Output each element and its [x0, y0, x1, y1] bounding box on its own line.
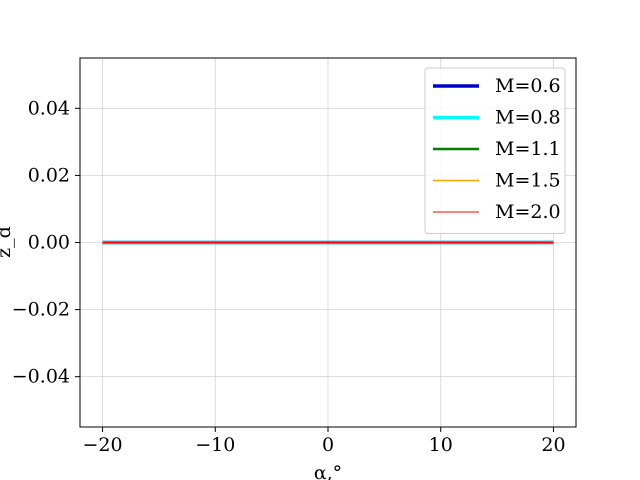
x-tick-label: 0 [322, 434, 334, 456]
y-tick-label: 0.04 [28, 97, 70, 119]
y-axis-label: z_d [0, 226, 15, 258]
y-tick-label: −0.02 [12, 299, 70, 321]
legend-label-3: M=1.5 [495, 170, 561, 192]
y-tick-label: −0.04 [12, 366, 70, 388]
x-tick-label: −10 [195, 434, 235, 456]
x-axis-label: α,° [314, 462, 342, 480]
legend: M=0.6 M=0.8 M=1.1 M=1.5 M=2.0 [424, 67, 566, 234]
legend-label-2: M=1.1 [495, 138, 561, 160]
y-tick-label: 0.02 [28, 164, 70, 186]
legend-box [424, 67, 566, 234]
x-tick-label: −20 [82, 434, 122, 456]
axis-ticks: −20 −10 0 10 20 0.04 0.02 0.00 −0.02 −0.04 [12, 97, 566, 456]
y-tick-label: 0.00 [28, 232, 70, 254]
x-tick-label: 10 [429, 434, 453, 456]
x-tick-label: 20 [541, 434, 565, 456]
legend-label-4: M=2.0 [495, 201, 561, 223]
legend-label-0: M=0.6 [495, 75, 561, 97]
legend-label-1: M=0.8 [495, 107, 561, 129]
